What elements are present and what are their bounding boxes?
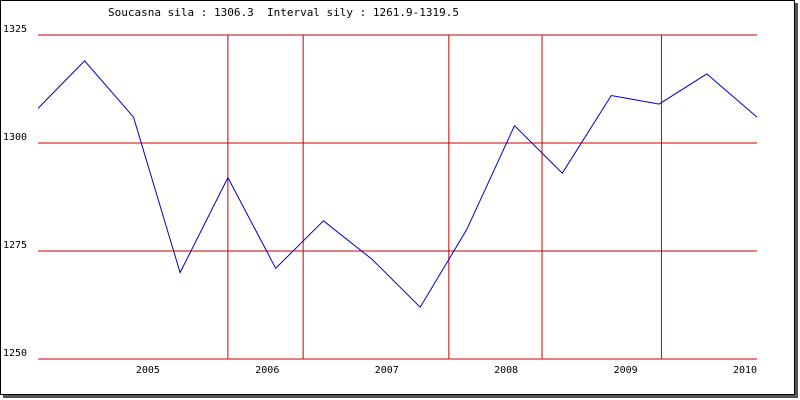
vertical-gridlines	[227, 35, 662, 359]
x-tick-label: 2010	[733, 365, 757, 376]
series-layer	[37, 60, 758, 309]
horizontal-gridlines	[38, 34, 757, 360]
interval-text: Interval sily : 1261.9-1319.5	[266, 6, 460, 19]
y-tick-label: 1325	[3, 24, 27, 35]
x-tick-label: 2008	[494, 365, 518, 376]
y-tick-label: 1275	[3, 240, 27, 251]
current-value-text: Soucasna sila : 1306.3	[108, 6, 254, 19]
x-tick-label: 2009	[614, 365, 638, 376]
x-axis-ticks: 2005 2006 2007 2008 2009 2010	[136, 365, 757, 376]
y-axis-ticks: 1250 1275 1300 1325	[3, 24, 27, 359]
y-tick-label: 1250	[3, 348, 27, 359]
x-tick-label: 2007	[375, 365, 399, 376]
x-tick-label: 2005	[136, 365, 160, 376]
chart-header: Soucasna sila : 1306.3 Interval sily : 1…	[108, 6, 459, 19]
y-tick-label: 1300	[3, 132, 27, 143]
series-line	[37, 60, 758, 309]
x-tick-label: 2006	[255, 365, 279, 376]
